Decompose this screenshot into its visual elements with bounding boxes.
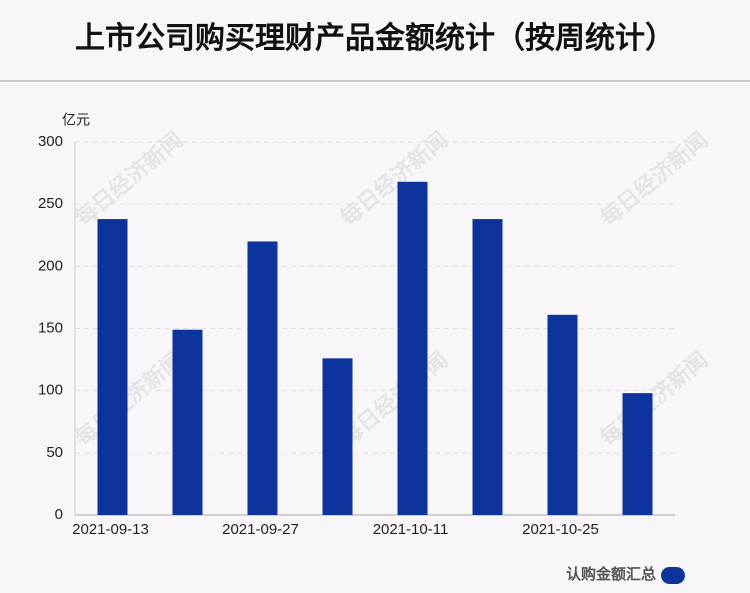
bar	[172, 329, 203, 515]
y-tick-label: 0	[55, 506, 63, 523]
bar	[97, 219, 128, 515]
y-tick-label: 200	[38, 257, 63, 274]
chart-title: 上市公司购买理财产品金额统计（按周统计）	[75, 21, 675, 55]
bar	[322, 358, 353, 515]
bar	[622, 393, 653, 515]
x-tick-label: 2021-09-13	[72, 521, 149, 538]
x-tick-label: 2021-10-25	[522, 521, 599, 538]
y-tick-label: 150	[38, 319, 63, 336]
bar	[472, 219, 503, 515]
bar	[547, 314, 578, 515]
x-tick-label: 2021-09-27	[222, 521, 299, 538]
x-tick-label: 2021-10-11	[373, 521, 449, 538]
y-tick-label: 100	[38, 382, 63, 399]
legend-swatch	[661, 567, 685, 584]
y-tick-label: 300	[38, 133, 63, 150]
y-tick-label: 250	[38, 195, 63, 212]
y-tick-label: 50	[46, 444, 63, 461]
bar	[397, 181, 428, 515]
legend-label: 认购金额汇总	[566, 565, 656, 583]
y-unit: 亿元	[62, 112, 90, 128]
bar	[247, 241, 278, 515]
